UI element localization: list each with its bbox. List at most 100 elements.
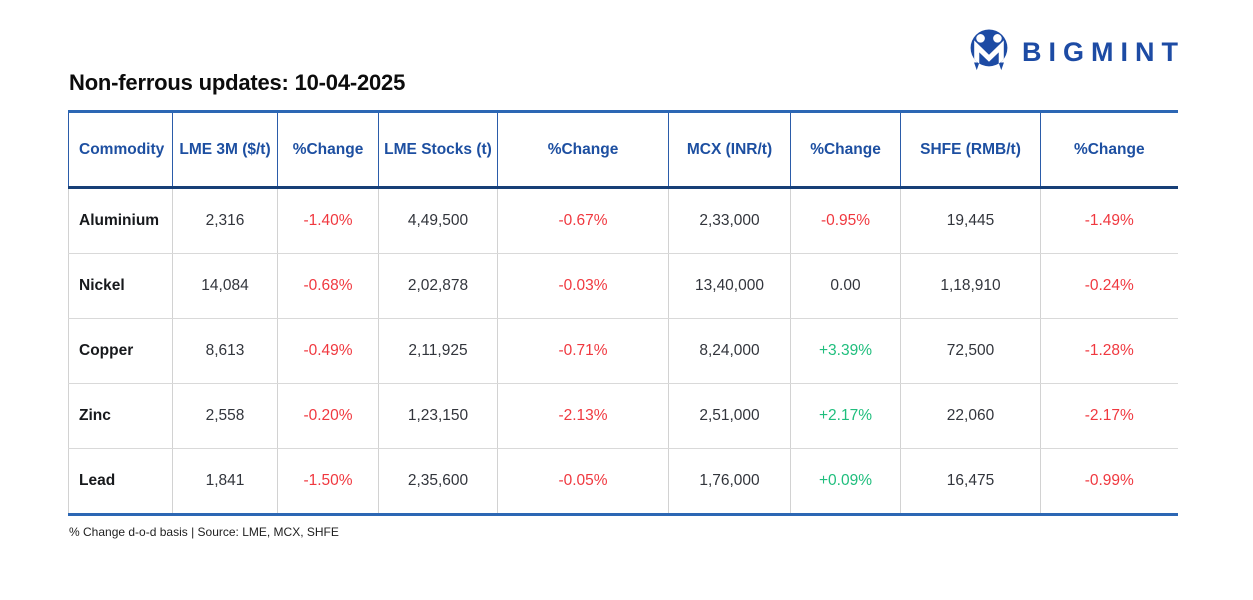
table-cell: 8,613: [172, 318, 278, 384]
col-header-mcx: MCX (INR/t): [668, 111, 791, 189]
table-cell: -0.05%: [497, 448, 669, 515]
col-header-pct-change-1: %Change: [277, 111, 379, 189]
table-cell: 8,24,000: [668, 318, 791, 384]
table-cell: 4,49,500: [378, 187, 498, 254]
table-cell: -2.13%: [497, 383, 669, 449]
table-cell: 1,841: [172, 448, 278, 515]
table-cell: 2,316: [172, 187, 278, 254]
cell-value: 1,841: [205, 472, 245, 489]
table-row-copper: Copper 8,613 -0.49% 2,11,925 -0.71% 8,24…: [68, 318, 1178, 384]
table-cell: -0.49%: [277, 318, 379, 384]
table-cell: Zinc: [68, 383, 173, 449]
table-cell: -0.24%: [1040, 253, 1178, 319]
cell-value: -0.71%: [558, 342, 608, 359]
table-cell: -0.99%: [1040, 448, 1178, 515]
cell-value: -0.03%: [558, 277, 608, 294]
table-cell: Aluminium: [68, 187, 173, 254]
cell-value: -2.17%: [1084, 407, 1134, 424]
table-cell: -1.40%: [277, 187, 379, 254]
table-cell: 2,51,000: [668, 383, 791, 449]
cell-value: 2,35,600: [407, 472, 469, 489]
table-header-row: Commodity LME 3M ($/t) %Change LME Stock…: [68, 111, 1178, 189]
cell-value: -1.49%: [1084, 212, 1134, 229]
table-cell: Lead: [68, 448, 173, 515]
table-cell: -0.03%: [497, 253, 669, 319]
cell-value: 2,558: [205, 407, 245, 424]
col-header-pct-change-3: %Change: [790, 111, 901, 189]
cell-value: Copper: [79, 342, 134, 359]
cell-value: Aluminium: [79, 212, 160, 229]
cell-value: Nickel: [79, 277, 125, 294]
table-cell: 2,33,000: [668, 187, 791, 254]
cell-value: 13,40,000: [695, 277, 764, 294]
table-cell: -1.28%: [1040, 318, 1178, 384]
cell-value: +3.39%: [818, 342, 872, 359]
cell-value: Lead: [79, 472, 116, 489]
table-cell: 2,558: [172, 383, 278, 449]
cell-value: Zinc: [79, 407, 111, 424]
table-cell: 22,060: [900, 383, 1041, 449]
col-header-shfe: SHFE (RMB/t): [900, 111, 1041, 189]
cell-value: -1.50%: [303, 472, 353, 489]
col-header-pct-change-2: %Change: [497, 111, 669, 189]
table-row-lead: Lead 1,841 -1.50% 2,35,600 -0.05% 1,76,0…: [68, 448, 1178, 515]
table-cell: Nickel: [68, 253, 173, 319]
cell-value: 2,33,000: [699, 212, 760, 229]
cell-value: -1.28%: [1084, 342, 1134, 359]
table-cell: -1.49%: [1040, 187, 1178, 254]
table-cell: 14,084: [172, 253, 278, 319]
cell-value: -1.40%: [303, 212, 353, 229]
cell-value: -2.13%: [558, 407, 608, 424]
table-cell: 1,76,000: [668, 448, 791, 515]
table-row-nickel: Nickel 14,084 -0.68% 2,02,878 -0.03% 13,…: [68, 253, 1178, 319]
cell-value: 72,500: [946, 342, 995, 359]
table-cell: Copper: [68, 318, 173, 384]
cell-value: 16,475: [946, 472, 995, 489]
table-cell: +0.09%: [790, 448, 901, 515]
table-cell: 0.00: [790, 253, 901, 319]
table-cell: 19,445: [900, 187, 1041, 254]
col-header-lme-stocks: LME Stocks (t): [378, 111, 498, 189]
cell-value: -0.68%: [303, 277, 353, 294]
cell-value: -0.20%: [303, 407, 353, 424]
table-cell: -0.20%: [277, 383, 379, 449]
footnote: % Change d-o-d basis | Source: LME, MCX,…: [69, 525, 339, 539]
col-header-pct-change-4: %Change: [1040, 111, 1178, 189]
cell-value: -0.05%: [558, 472, 608, 489]
table-cell: 2,35,600: [378, 448, 498, 515]
cell-value: 8,613: [205, 342, 245, 359]
cell-value: 1,23,150: [407, 407, 469, 424]
cell-value: 14,084: [201, 277, 249, 294]
bigmint-logo: BIGMINT: [966, 26, 1185, 76]
cell-value: -0.67%: [558, 212, 608, 229]
table-cell: 16,475: [900, 448, 1041, 515]
page-title: Non-ferrous updates: 10-04-2025: [69, 70, 406, 95]
table-cell: -0.95%: [790, 187, 901, 254]
cell-value: -0.99%: [1084, 472, 1134, 489]
table-cell: 1,18,910: [900, 253, 1041, 319]
cell-value: 22,060: [946, 407, 995, 424]
cell-value: -0.49%: [303, 342, 353, 359]
cell-value: +0.09%: [818, 472, 872, 489]
cell-value: 1,18,910: [940, 277, 1001, 294]
table-cell: 2,02,878: [378, 253, 498, 319]
cell-value: -0.95%: [820, 212, 871, 229]
cell-value: 8,24,000: [699, 342, 760, 359]
table-cell: -0.68%: [277, 253, 379, 319]
table-cell: 72,500: [900, 318, 1041, 384]
table-cell: +2.17%: [790, 383, 901, 449]
cell-value: 4,49,500: [407, 212, 469, 229]
col-header-commodity: Commodity: [68, 111, 173, 189]
table-cell: -0.71%: [497, 318, 669, 384]
cell-value: 2,51,000: [699, 407, 760, 424]
non-ferrous-table: Commodity LME 3M ($/t) %Change LME Stock…: [68, 110, 1178, 516]
cell-value: -0.24%: [1084, 277, 1134, 294]
cell-value: 1,76,000: [699, 472, 760, 489]
table-cell: -0.67%: [497, 187, 669, 254]
cell-value: 0.00: [830, 277, 861, 294]
col-header-lme-3m: LME 3M ($/t): [172, 111, 278, 189]
table-container: Commodity LME 3M ($/t) %Change LME Stock…: [68, 110, 1178, 539]
bigmint-wordmark: BIGMINT: [1022, 36, 1185, 67]
table-cell: 1,23,150: [378, 383, 498, 449]
